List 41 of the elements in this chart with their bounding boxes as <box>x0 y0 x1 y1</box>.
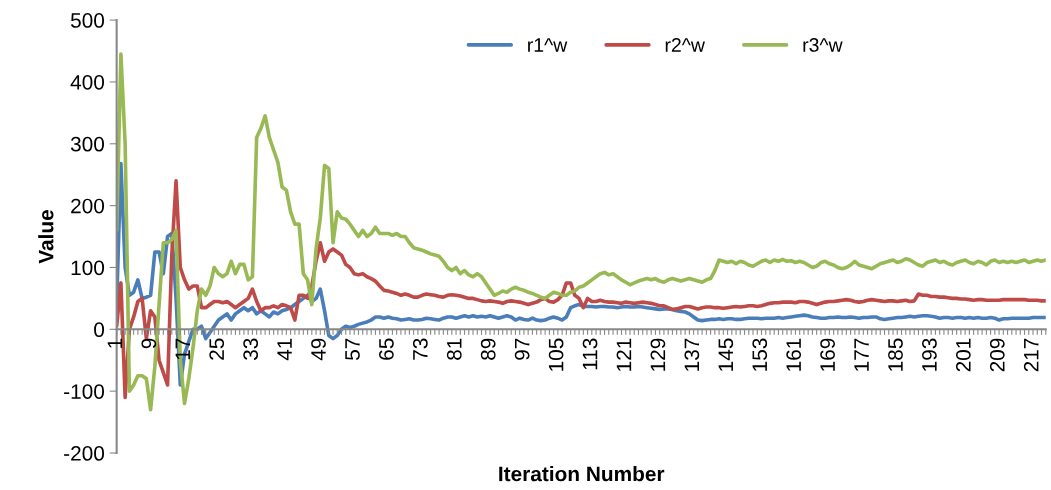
x-tick-label: 97 <box>514 338 530 360</box>
x-tick-label: 129 <box>650 338 666 371</box>
y-tick-label: 400 <box>70 74 105 90</box>
y-axis-title: Value <box>38 210 54 264</box>
x-tick-label: 201 <box>955 338 971 372</box>
x-tick-label: 137 <box>684 338 700 371</box>
x-tick-label: 1 <box>107 338 123 348</box>
y-tick-label: 100 <box>71 260 105 276</box>
x-tick-label: 89 <box>480 338 496 360</box>
x-tick-label: 153 <box>752 338 768 371</box>
y-tick-label: -100 <box>64 384 105 399</box>
x-tick-label: 49 <box>311 338 326 361</box>
x-tick-label: 217 <box>1023 338 1039 372</box>
x-tick-label: 145 <box>718 338 734 371</box>
y-tick-label: 200 <box>71 198 105 214</box>
x-tick-label: 9 <box>141 338 157 349</box>
x-tick-label: 177 <box>854 338 869 371</box>
y-tick-label: 0 <box>94 322 105 338</box>
x-tick-label: 65 <box>379 338 394 360</box>
x-tick-label: 193 <box>922 338 937 371</box>
x-tick-label: 33 <box>243 338 259 361</box>
legend-label: r3^w <box>803 38 843 52</box>
legend-label: r2^w <box>665 38 705 52</box>
x-tick-label: 17 <box>175 338 190 360</box>
legend-label: r1^w <box>528 38 568 52</box>
x-tick-label: 25 <box>209 338 225 360</box>
x-tick-label: 185 <box>888 338 903 371</box>
x-tick-label: 121 <box>616 338 632 371</box>
y-tick-label: -200 <box>64 446 105 461</box>
x-tick-label: 209 <box>989 338 1005 372</box>
x-axis-title: Iteration Number <box>499 465 665 482</box>
y-tick-label: 500 <box>70 13 105 28</box>
x-tick-label: 161 <box>786 338 802 371</box>
y-tick-label: 300 <box>70 136 105 152</box>
x-tick-label: 169 <box>820 338 835 371</box>
x-tick-label: 113 <box>582 338 598 370</box>
x-tick-label: 73 <box>412 338 428 360</box>
x-tick-label: 57 <box>345 338 360 360</box>
x-tick-label: 105 <box>548 338 564 371</box>
x-tick-label: 41 <box>277 338 292 361</box>
x-tick-label: 81 <box>446 338 462 360</box>
